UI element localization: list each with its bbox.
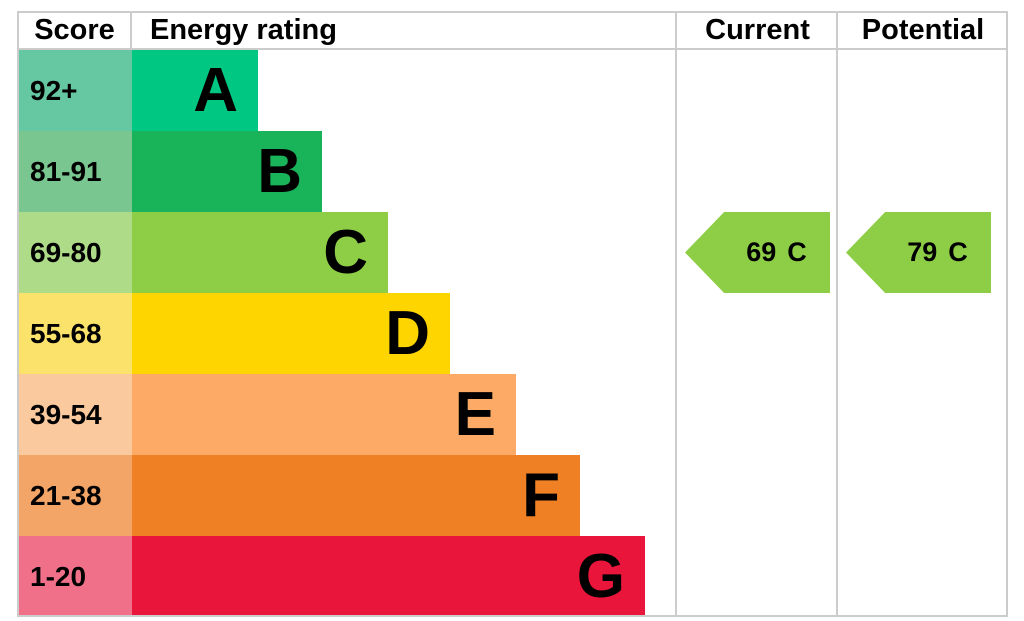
score-range-cell: 21-38	[17, 455, 132, 536]
energy-rating-bar: E	[132, 374, 516, 455]
band-row: 81-91 B	[17, 131, 1008, 212]
energy-rating-bar: C	[132, 212, 388, 293]
score-range-label: 1-20	[30, 560, 87, 592]
potential-column-divider-line	[836, 11, 838, 617]
header-row: Score Energy rating Current Potential	[17, 11, 1008, 50]
band-letter: A	[193, 56, 238, 125]
score-range-cell: 39-54	[17, 374, 132, 455]
energy-rating-column-header: Energy rating	[150, 14, 337, 46]
potential-column-header: Potential	[861, 14, 985, 46]
score-range-label: 55-68	[30, 317, 102, 349]
epc-table: Score Energy rating Current Potential 92…	[17, 11, 1008, 617]
band-letter: E	[454, 380, 496, 449]
band-row: 55-68 D	[17, 293, 1008, 374]
band-letter: G	[576, 542, 625, 611]
header-score-divider-line	[130, 11, 132, 50]
score-range-label: 69-80	[30, 236, 102, 268]
score-range-cell: 55-68	[17, 293, 132, 374]
band-letter: C	[323, 218, 368, 287]
band-row: 39-54 E	[17, 374, 1008, 455]
current-rating-value: 69	[746, 237, 777, 267]
potential-rating-value: 79	[907, 237, 938, 267]
current-column-divider-line	[675, 11, 677, 617]
band-letter: F	[522, 461, 560, 530]
score-range-cell: 69-80	[17, 212, 132, 293]
score-range-label: 21-38	[30, 479, 102, 511]
score-range-cell: 81-91	[17, 131, 132, 212]
energy-rating-bar: A	[132, 50, 258, 131]
current-column-header: Current	[705, 14, 810, 46]
score-range-cell: 92+	[17, 50, 132, 131]
score-range-label: 92+	[30, 74, 78, 106]
band-row: 21-38 F	[17, 455, 1008, 536]
score-range-label: 39-54	[30, 398, 102, 430]
score-range-cell: 1-20	[17, 536, 132, 617]
energy-rating-bar: F	[132, 455, 580, 536]
band-rows: 92+ A 81-91 B 69-80 C 55-68 D 39-54	[17, 50, 1008, 617]
band-row: 69-80 C	[17, 212, 1008, 293]
energy-rating-bar: B	[132, 131, 322, 212]
header-bottom-line	[17, 48, 1008, 50]
score-range-label: 81-91	[30, 155, 102, 187]
potential-rating-letter: C	[948, 237, 968, 267]
energy-rating-bar: D	[132, 293, 450, 374]
band-row: 1-20 G	[17, 536, 1008, 617]
band-letter: D	[385, 299, 430, 368]
score-column-header: Score	[34, 14, 115, 46]
band-letter: B	[257, 137, 302, 206]
energy-rating-bar: G	[132, 536, 645, 617]
band-row: 92+ A	[17, 50, 1008, 131]
current-rating-letter: C	[787, 237, 807, 267]
